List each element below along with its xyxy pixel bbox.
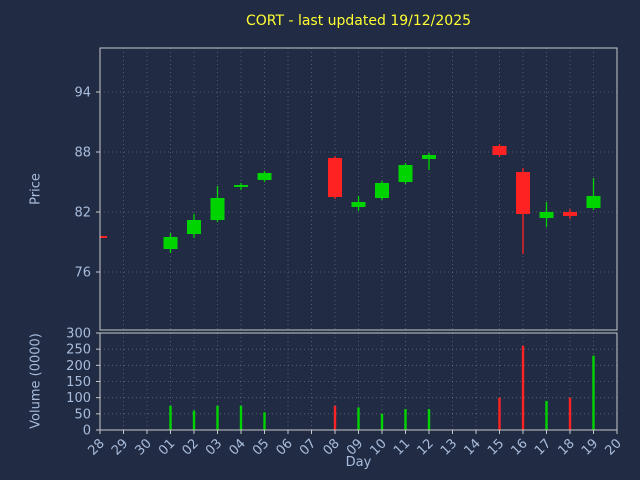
volume-tick-label: 300 [66,327,91,342]
candle-body [539,212,554,218]
candle-body [375,183,389,198]
candle-body [234,185,248,187]
candle-body [328,158,342,197]
price-tick-label: 82 [74,206,91,221]
candle-body [187,220,201,234]
gridlines [99,48,618,431]
candle-body [422,155,436,159]
candle-body [492,146,507,155]
candle-body [100,236,107,238]
price-tick-label: 88 [74,146,91,161]
series [100,144,601,430]
volume-tick-label: 0 [83,424,91,439]
volume-tick-label: 150 [66,375,91,390]
candle-body [351,202,366,207]
volume-tick-label: 100 [66,391,91,406]
x-axis-label: Day [345,455,372,470]
volume-axis-label: Volume (0000) [28,333,44,429]
price-axis-label: Price [28,173,44,205]
candle-body [516,172,530,214]
axes [96,47,618,434]
price-tick-label: 76 [74,266,91,281]
candle-body [163,237,178,249]
chart-title: CORT - last updated 19/12/2025 [245,13,472,29]
candle-body [257,173,272,180]
volume-tick-label: 200 [66,359,91,374]
candle-body [398,165,413,182]
candle-body [563,212,577,216]
volume-tick-label: 50 [74,407,91,422]
volume-tick-label: 250 [66,343,91,358]
candle-body [586,196,601,208]
candle-body [210,198,225,220]
price-tick-label: 94 [74,86,91,101]
